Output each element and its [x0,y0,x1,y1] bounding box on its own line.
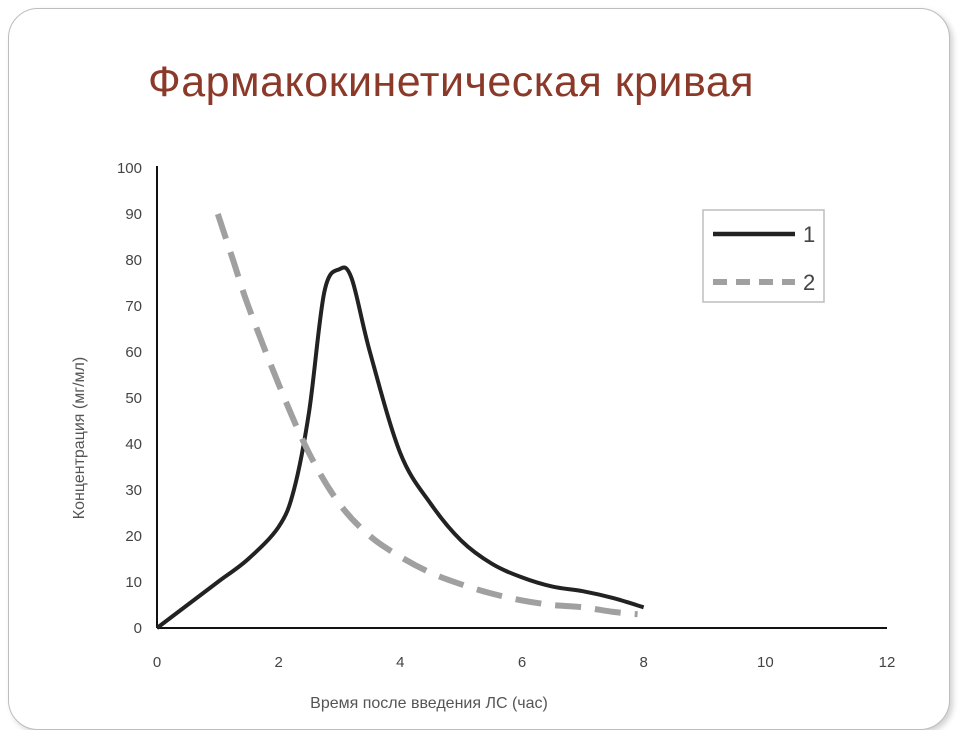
x-tick-label: 10 [757,654,774,671]
legend-box [702,209,825,303]
y-tick-label: 80 [125,252,142,269]
y-tick-label: 100 [117,160,142,177]
legend-label-2: 2 [803,270,815,295]
slide-title: Фармакокинетическая кривая [148,58,755,106]
x-tick-label: 6 [518,654,526,671]
y-tick-label: 60 [125,344,142,361]
series-2-line [214,213,638,618]
y-tick-label: 90 [125,206,142,223]
y-tick-label: 0 [134,620,142,637]
series-1-line [155,265,645,630]
y-tick-label: 70 [125,298,142,315]
x-tick-label: 8 [639,654,647,671]
y-axis-label: Концентрация (мг/мл) [71,357,88,519]
x-axis-label: Время после введения ЛС (час) [310,695,548,712]
y-tick-label: 30 [125,482,142,499]
slide-frame [8,8,950,730]
x-tick-label: 2 [274,654,282,671]
x-tick-label: 0 [153,654,161,671]
x-tick-label: 4 [396,654,404,671]
y-tick-label: 20 [125,528,142,545]
legend-label-1: 1 [803,222,815,247]
y-tick-label: 10 [125,574,142,591]
y-tick-label: 50 [125,390,142,407]
x-tick-label: 12 [879,654,896,671]
y-tick-label: 40 [125,436,142,453]
